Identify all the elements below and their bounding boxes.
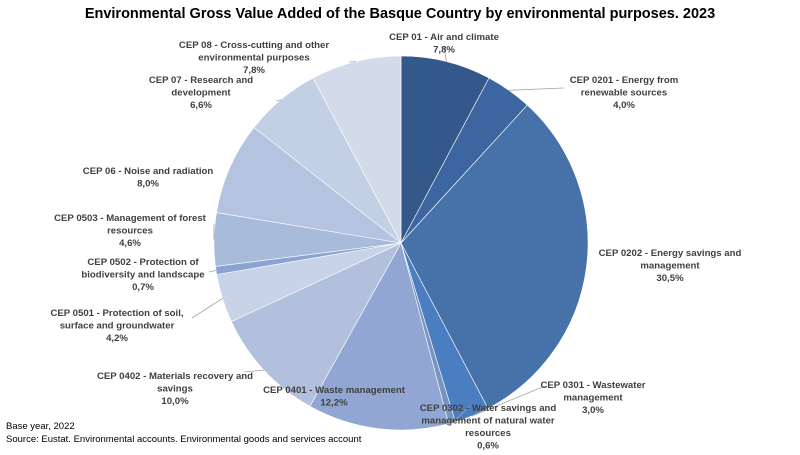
slice-label: CEP 0402 - Materials recovery and savings… <box>97 371 253 407</box>
pie-slice <box>309 242 450 431</box>
pie-slice <box>400 104 589 409</box>
slice-label: CEP 06 - Noise and radiation 8,0% <box>83 166 214 190</box>
slice-label: CEP 0401 - Waste management 12,2% <box>263 385 406 409</box>
leader-line <box>275 99 282 102</box>
leader-line <box>471 385 546 417</box>
leader-line <box>451 405 471 424</box>
pie-slice <box>312 55 402 244</box>
slice-label: CEP 07 - Research and development 6,6% <box>149 75 253 111</box>
slice-label: CEP 0202 - Energy savings and management 3… <box>599 248 742 284</box>
leader-line <box>443 46 447 62</box>
slice-label: CEP 0502 - Protection of biodiversity and… <box>81 257 204 293</box>
slice-label: CEP 0501 - Protection of soil, surface an… <box>50 308 183 344</box>
slice-label: CEP 08 - Cross-cutting and other environm… <box>179 40 329 76</box>
slice-label: CEP 0302 - Water savings and management o… <box>420 403 557 452</box>
chart-title: Environmental Gross Value Added of the B… <box>84 6 716 22</box>
slice-label: CEP 0503 - Management of forest resources… <box>54 213 207 249</box>
leader-line <box>191 298 223 319</box>
leader-line <box>243 369 264 373</box>
slice-label: CEP 0301 - Wastewater management 3,0% <box>540 380 645 416</box>
slice-label: CEP 01 - Air and climate 7,8% <box>389 32 499 56</box>
pie-slice <box>230 242 402 407</box>
leader-line <box>208 270 217 273</box>
base-year-note: Base year, 2022 <box>6 421 75 432</box>
pie-slice <box>400 55 490 244</box>
slice-label: CEP 0201 - Energy from renewable sources 4… <box>570 75 679 111</box>
pie-slice <box>216 127 402 244</box>
source-note: Source: Eustat. Environmental accounts. … <box>6 434 362 445</box>
leader-line <box>508 87 565 91</box>
